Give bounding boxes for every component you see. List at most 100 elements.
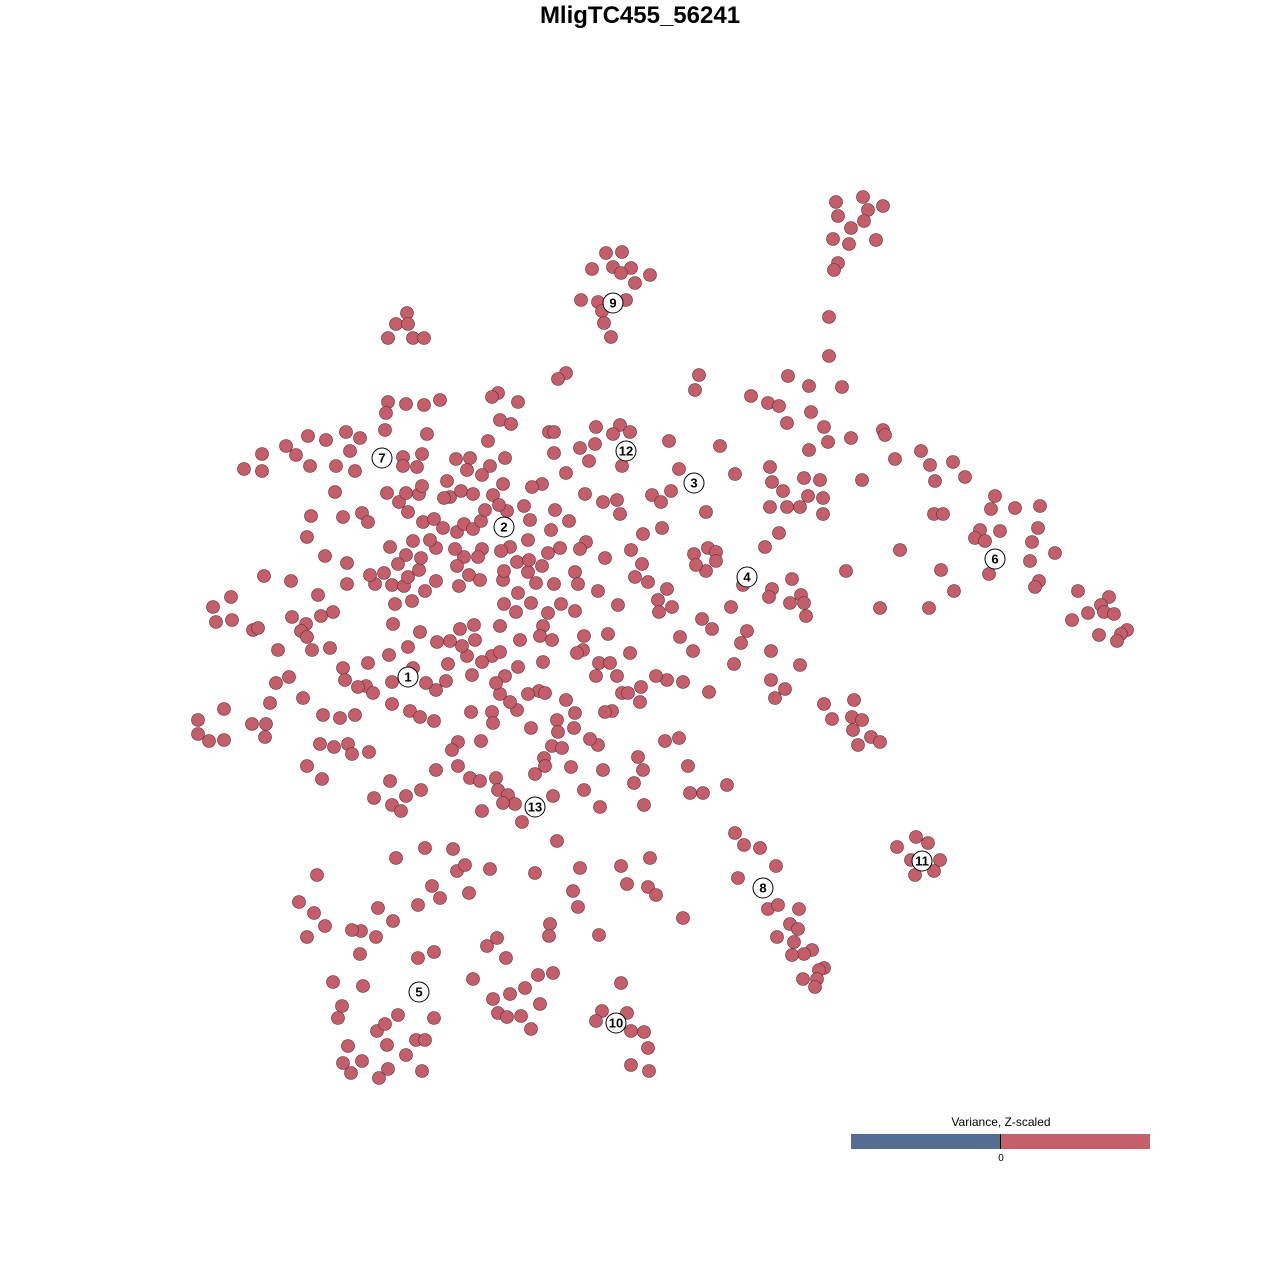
data-point — [604, 330, 618, 344]
data-point — [483, 459, 497, 473]
data-point — [323, 641, 337, 655]
data-point — [724, 600, 738, 614]
data-point — [731, 871, 745, 885]
data-point — [785, 948, 799, 962]
data-point — [546, 789, 560, 803]
data-point — [429, 763, 443, 777]
data-point — [425, 879, 439, 893]
data-point — [699, 505, 713, 519]
cluster-label-12: 12 — [615, 440, 637, 462]
data-point — [672, 462, 686, 476]
cluster-label-badge — [984, 548, 1006, 570]
data-point — [878, 428, 892, 442]
data-point — [202, 734, 216, 748]
data-point — [817, 697, 831, 711]
data-point — [780, 416, 794, 430]
data-point — [345, 747, 359, 761]
data-point — [481, 434, 495, 448]
data-point — [336, 661, 350, 675]
cluster-label-text: 9 — [609, 296, 616, 311]
cluster-label-2: 2 — [493, 516, 515, 538]
data-point — [550, 713, 564, 727]
data-point — [474, 734, 488, 748]
data-point — [418, 584, 432, 598]
data-point — [389, 851, 403, 865]
data-point — [628, 570, 642, 584]
data-point — [206, 600, 220, 614]
data-point — [529, 576, 543, 590]
data-point — [326, 975, 340, 989]
data-point — [401, 570, 415, 584]
data-point — [446, 842, 460, 856]
data-point — [566, 884, 580, 898]
data-point — [614, 859, 628, 873]
cluster-label-badge — [615, 440, 637, 462]
data-point — [816, 507, 830, 521]
data-point — [353, 947, 367, 961]
data-point — [893, 543, 907, 557]
cluster-label-text: 6 — [991, 552, 998, 567]
data-point — [591, 584, 605, 598]
data-point — [263, 696, 277, 710]
data-point — [513, 633, 527, 647]
data-point — [652, 605, 666, 619]
legend-low-segment — [851, 1134, 1001, 1149]
data-point — [614, 976, 628, 990]
cluster-label-text: 7 — [378, 451, 385, 466]
data-point — [497, 597, 511, 611]
data-point — [371, 901, 385, 915]
data-point — [844, 431, 858, 445]
data-point — [589, 669, 603, 683]
data-point — [348, 708, 362, 722]
data-point — [637, 798, 651, 812]
data-point — [538, 759, 552, 773]
data-point — [217, 702, 231, 716]
data-point — [217, 733, 231, 747]
data-point — [440, 474, 454, 488]
data-point — [380, 486, 394, 500]
data-point — [443, 634, 457, 648]
data-point — [613, 418, 627, 432]
cluster-label-text: 13 — [528, 800, 542, 815]
data-point — [664, 484, 678, 498]
data-point — [255, 464, 269, 478]
data-point — [271, 643, 285, 657]
data-point — [468, 633, 482, 647]
data-point — [705, 622, 719, 636]
data-point — [401, 505, 415, 519]
data-point — [623, 646, 637, 660]
data-point — [787, 935, 801, 949]
data-point — [284, 574, 298, 588]
data-point — [326, 605, 340, 619]
data-point — [338, 673, 352, 687]
data-point — [413, 625, 427, 639]
data-point — [623, 425, 637, 439]
data-point — [869, 233, 883, 247]
data-point — [427, 945, 441, 959]
data-point — [855, 473, 869, 487]
chart-title: MligTC455_56241 — [539, 2, 741, 29]
data-point — [473, 573, 487, 587]
data-point — [191, 713, 205, 727]
data-point — [535, 559, 549, 573]
data-point — [427, 714, 441, 728]
data-point — [419, 676, 433, 690]
data-point — [780, 500, 794, 514]
data-point — [547, 425, 561, 439]
data-point — [433, 393, 447, 407]
data-point — [550, 834, 564, 848]
data-point — [418, 841, 432, 855]
data-point — [641, 1041, 655, 1055]
data-point — [441, 657, 455, 671]
data-point — [363, 568, 377, 582]
data-point — [327, 740, 341, 754]
data-point — [856, 190, 870, 204]
data-point — [379, 406, 393, 420]
data-point — [571, 577, 585, 591]
data-point — [988, 489, 1002, 503]
data-point — [934, 563, 948, 577]
data-point — [763, 500, 777, 514]
cluster-label-8: 8 — [752, 877, 774, 899]
data-point — [821, 435, 835, 449]
